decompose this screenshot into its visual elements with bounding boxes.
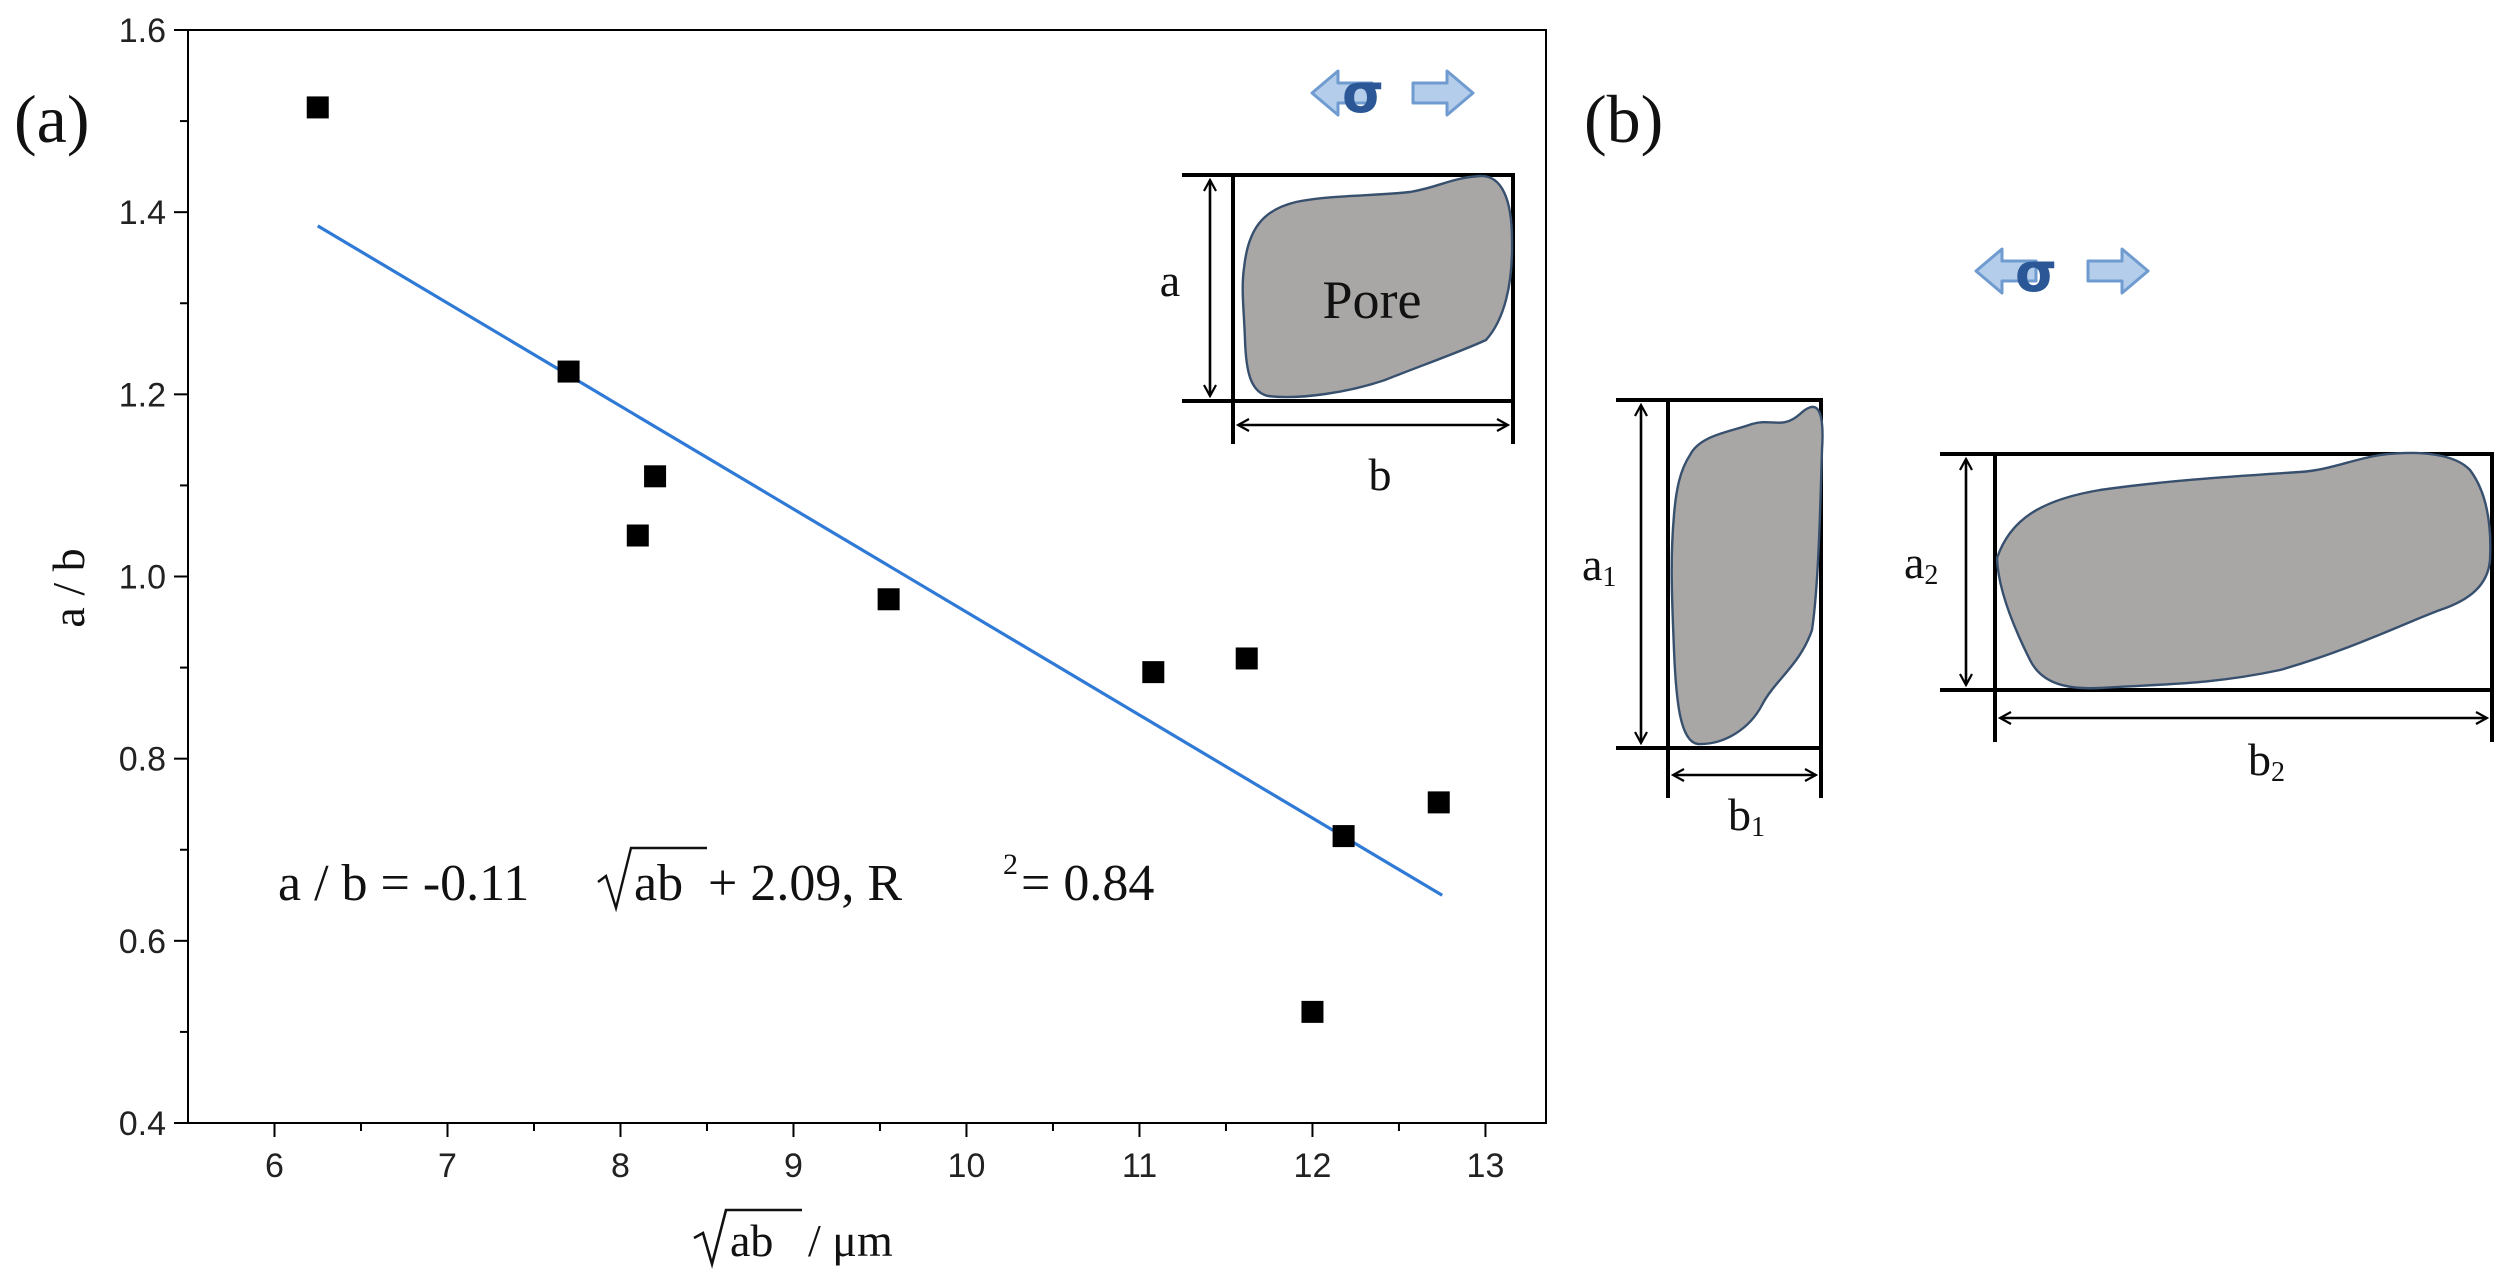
inset-pore-shape [1241,174,1514,399]
x-tick-label: 9 [784,1147,803,1185]
data-point [1235,647,1258,670]
pore-1-schematic: a1 b1 [1582,398,1824,843]
svg-text:= 0.84: = 0.84 [1021,855,1154,912]
y-tick-label: 0.6 [119,923,166,961]
svg-text:a / b = -0.11: a / b = -0.11 [278,855,529,912]
svg-text:b2: b2 [2248,734,2285,788]
pore-2-bounding-box [1993,452,2494,692]
data-points [306,96,1450,1023]
data-point [626,524,649,547]
x-tick-label: 8 [611,1147,630,1185]
x-axis-label-unit: / μm [808,1215,893,1266]
equation-radical [597,846,707,913]
inset-schematic: σ Pore a b [1160,62,1515,500]
data-point [644,465,667,488]
x-tick-label: 13 [1467,1147,1505,1185]
equation-r2: = 0.84 [1021,855,1154,912]
inset-bounding-box [1231,173,1515,403]
pore-2-schematic: a2 b2 [1904,451,2494,788]
y-tick-label: 1.6 [119,12,166,50]
x-tick-label: 11 [1122,1147,1157,1185]
pore-2-shape [1995,451,2492,690]
data-point [1142,661,1165,684]
x-tick-label: 12 [1294,1147,1332,1185]
svg-text:ab: ab [634,855,683,912]
x-axis-label-radicand: ab [730,1215,773,1266]
svg-text:+ 2.09, R: + 2.09, R [708,855,902,912]
pore-2-height-subscript: 2 [1924,560,1938,591]
svg-text:2: 2 [1003,848,1018,881]
pore-1-height-subscript: 1 [1602,562,1616,593]
svg-text:a1: a1 [1582,539,1616,593]
inset-width-label: b [1369,449,1392,500]
equation-radicand: ab [634,855,683,912]
y-tick-label: 1.4 [119,194,166,232]
data-point [1427,791,1450,814]
panel-b-stress: σ [1974,241,2150,304]
x-tick-label: 10 [948,1147,986,1185]
data-point [1301,1000,1324,1023]
equation-prefix: a / b = -0.11 [278,855,529,912]
pore-2-width-subscript: 2 [2271,757,2285,788]
y-tick-label: 0.8 [119,741,166,779]
fit-line [316,224,1444,897]
panel-label-a: (a) [14,81,89,157]
plot-frame [187,29,1547,1124]
y-tick-label: 1.2 [119,376,166,414]
pore-2-width-label: b [2248,734,2271,785]
stress-arrow-right-icon [2086,247,2150,295]
y-tick-label: 1.0 [119,559,166,597]
pore-1-width-subscript: 1 [1751,812,1765,843]
pore-2-height-label: a [1904,537,1924,588]
x-axis-label-radical [693,1208,802,1269]
x-axis-label: ab / μm [693,1208,893,1269]
data-point [306,96,329,119]
pore-1-bounding-box [1666,398,1823,750]
pore-1-width-label: b [1728,789,1751,840]
equation-suffix: + 2.09, R [708,855,902,912]
y-axis-ticks: 0.4 0.6 0.8 1.0 1.2 1.4 1.6 [119,12,188,1143]
y-axis-label: a / b [43,548,94,627]
equation-superscript: 2 [1003,848,1018,881]
pore-1-height-label: a [1582,539,1602,590]
data-point [877,588,900,611]
inset-height-label: a [1160,255,1180,306]
inset-pore-label: Pore [1323,270,1422,330]
x-tick-label: 6 [265,1147,284,1185]
y-tick-label: 0.4 [119,1105,166,1143]
svg-text:a2: a2 [1904,537,1938,591]
pore-1-shape [1670,405,1824,746]
panel-b-sigma: σ [2015,241,2057,304]
data-point [1332,825,1355,848]
x-axis-ticks: 6 7 8 9 10 11 12 13 [265,1123,1504,1185]
data-point [557,360,580,383]
x-tick-label: 7 [438,1147,457,1185]
inset-sigma: σ [1342,62,1384,125]
fit-equation: a / b = -0.11 ab + 2.09, R 2 = 0.84 [278,846,1154,913]
stress-arrow-right-icon [1411,69,1475,117]
svg-text:b1: b1 [1728,789,1765,843]
panel-label-b: (b) [1584,81,1663,157]
